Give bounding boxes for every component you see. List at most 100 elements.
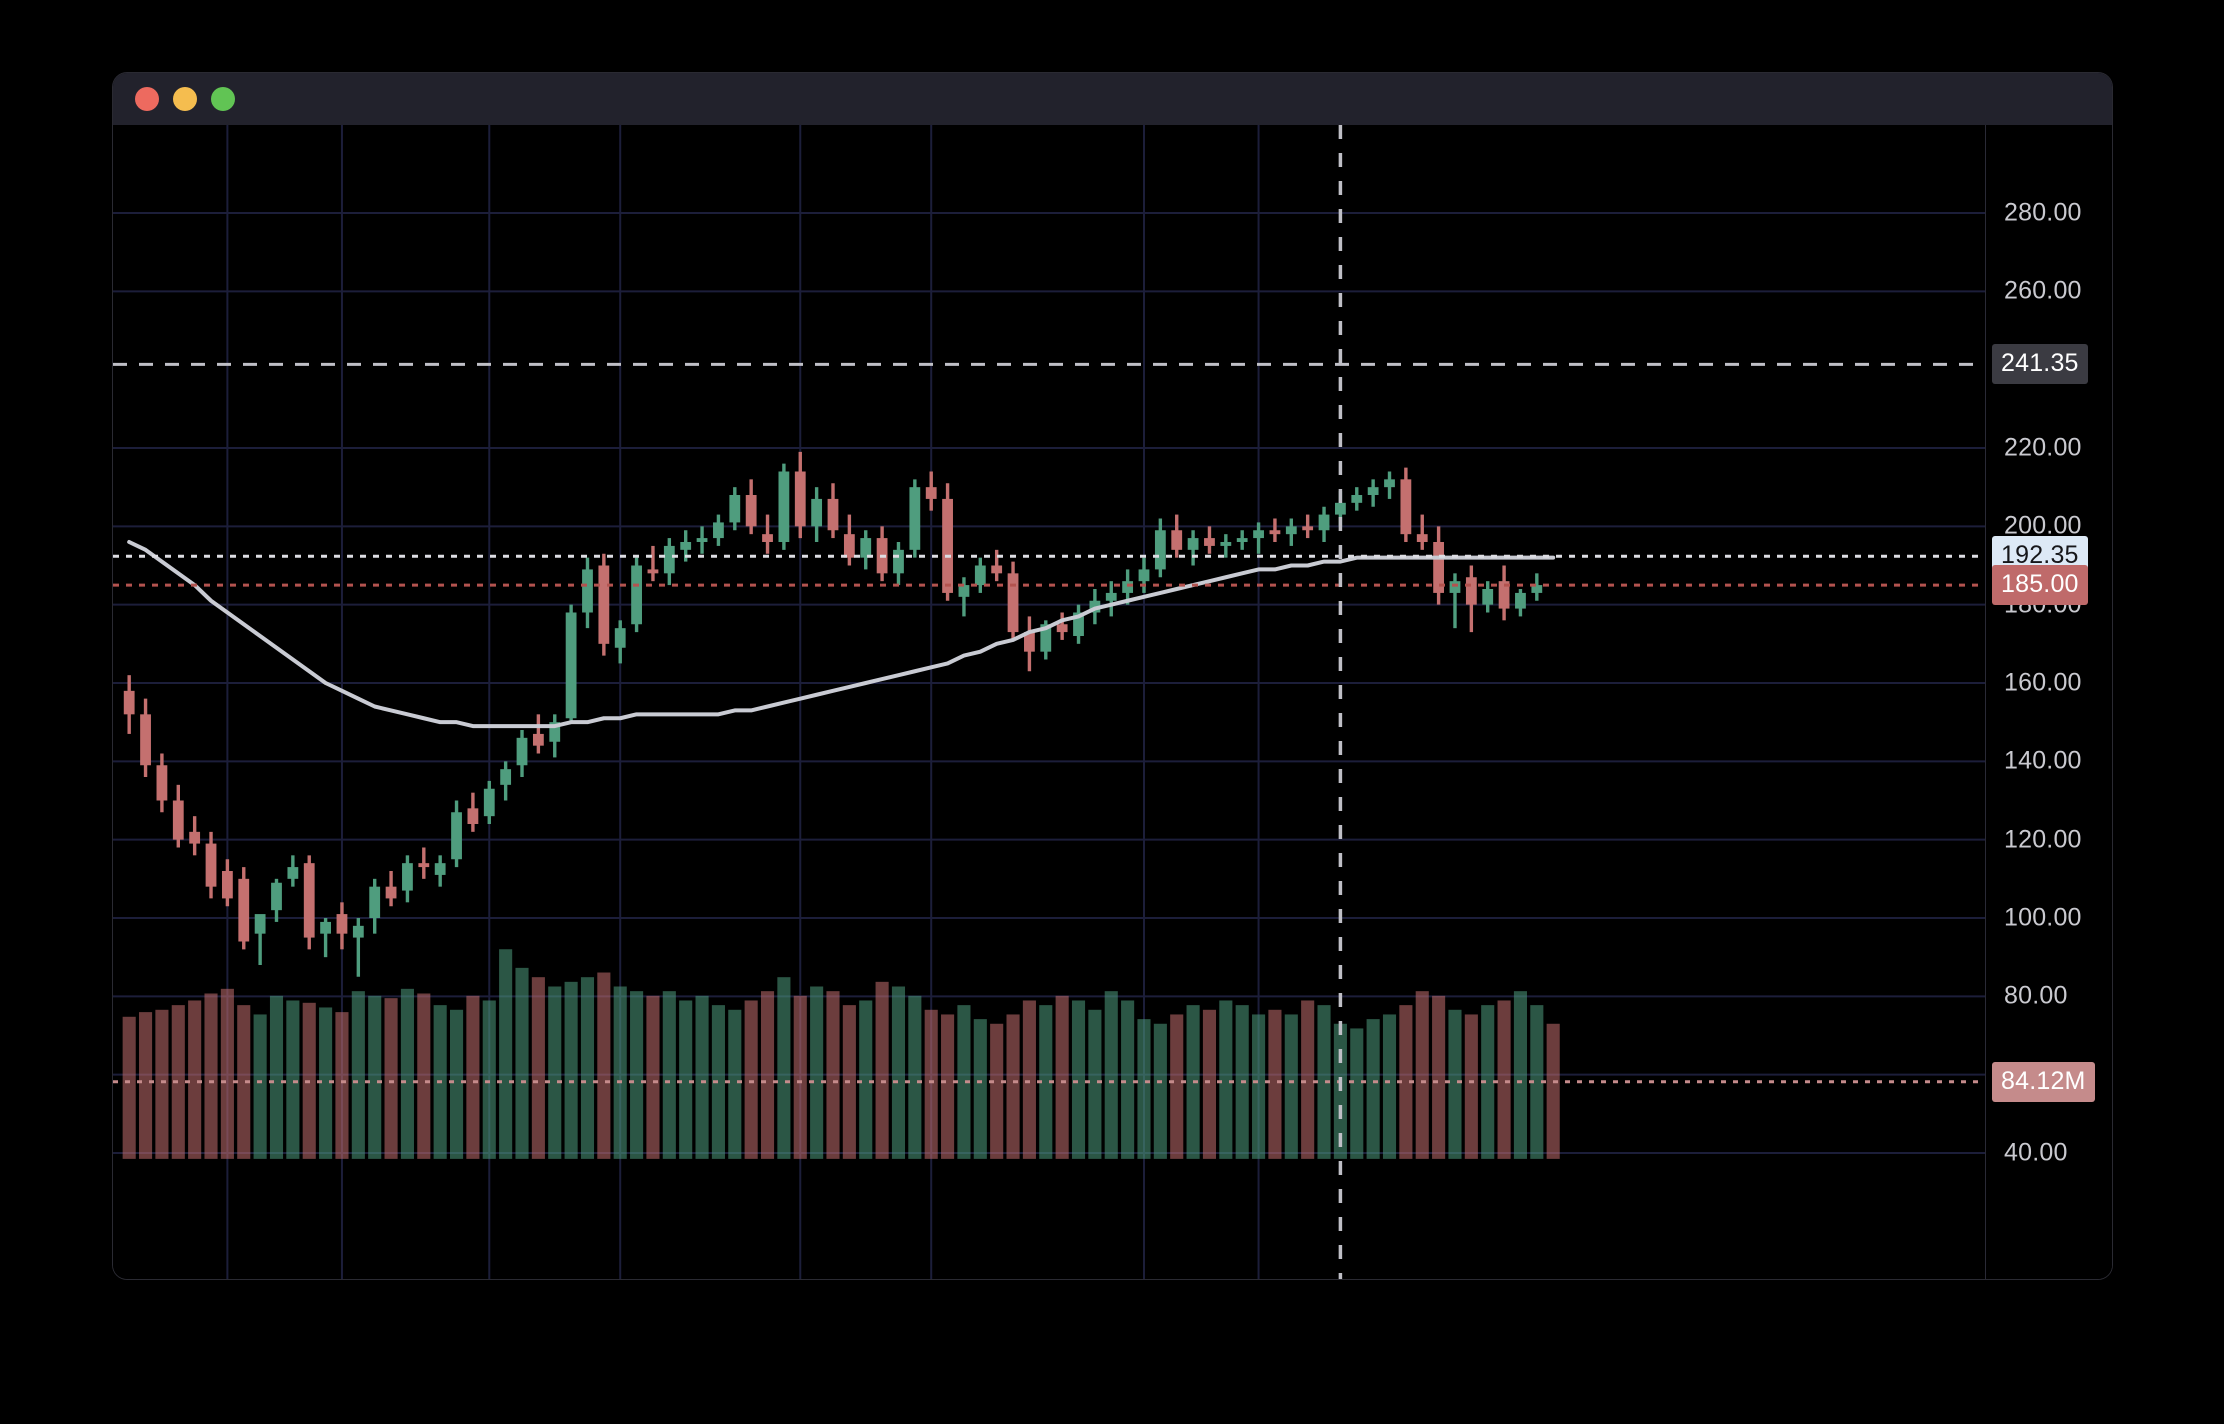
candle-body <box>123 690 135 715</box>
volume-bar <box>1219 1000 1233 1159</box>
price-plot-area[interactable] <box>113 125 1985 1279</box>
volume-bar <box>1546 1023 1560 1159</box>
volume-bar <box>1366 1019 1380 1159</box>
volume-bar <box>1088 1009 1102 1159</box>
volume-bar <box>1153 1023 1167 1159</box>
volume-bar <box>1137 1019 1151 1159</box>
candle-body <box>942 498 953 593</box>
candle-body <box>1204 538 1215 546</box>
volume-bar <box>1399 1005 1413 1159</box>
candle-body <box>1187 538 1199 550</box>
close-button[interactable] <box>135 87 159 111</box>
candle-body <box>369 886 381 918</box>
chart-svg <box>113 125 1985 1279</box>
candle-body <box>549 722 561 742</box>
maximize-button[interactable] <box>211 87 235 111</box>
price-tick-label: 80.00 <box>2004 981 2068 1010</box>
volume-bar <box>482 1000 496 1159</box>
volume-bar <box>1530 1005 1544 1159</box>
candle-body <box>352 925 364 938</box>
candle-body <box>925 487 937 499</box>
candle-body <box>189 831 201 844</box>
volume-bar <box>1104 991 1118 1159</box>
candle-body <box>451 812 462 860</box>
volume-bar <box>580 977 595 1159</box>
volume-bar <box>171 1005 185 1159</box>
price-tick-label: 140.00 <box>2004 746 2082 775</box>
candle-body <box>663 545 675 574</box>
volume-bar <box>253 1014 267 1159</box>
candle-body <box>598 565 610 644</box>
candle-body <box>1122 581 1134 593</box>
minimize-button[interactable] <box>173 87 197 111</box>
candle-body <box>1073 612 1084 636</box>
candle-body <box>156 765 168 801</box>
volume-bar <box>630 991 644 1159</box>
volume-bar <box>1333 1023 1347 1159</box>
volume-bar <box>531 977 545 1159</box>
volume-bar <box>679 1000 693 1159</box>
candle-body <box>991 565 1003 574</box>
candle-body <box>893 549 904 574</box>
candle-body <box>974 565 986 586</box>
candle-body <box>1482 589 1494 605</box>
volume-bar <box>269 995 284 1159</box>
candle-body <box>418 863 430 868</box>
order-price-badge[interactable]: 185.00 <box>1992 565 2088 606</box>
volume-bar <box>1268 1009 1282 1159</box>
volume-bar <box>220 988 234 1159</box>
candle-body <box>565 612 577 719</box>
alert-price-badge[interactable]: 241.35 <box>1992 344 2088 385</box>
candle-body <box>1531 585 1543 593</box>
candle-body <box>811 498 823 527</box>
candle-body <box>221 871 233 899</box>
candle-body <box>385 886 397 899</box>
window-titlebar <box>113 73 2112 125</box>
candle-body <box>1040 624 1052 652</box>
volume-badge[interactable]: 84.12M <box>1992 1061 2095 1102</box>
candle-body <box>614 628 626 648</box>
volume-bar <box>319 1007 333 1159</box>
price-tick-label: 220.00 <box>2004 433 2082 462</box>
volume-bar <box>400 988 414 1159</box>
moving-average-line <box>127 540 1556 729</box>
candle-body <box>140 714 151 766</box>
candle-body <box>1171 530 1183 550</box>
volume-bar <box>875 981 889 1159</box>
candle-body <box>1400 479 1412 535</box>
candle-body <box>1024 632 1035 652</box>
candle-body <box>483 788 495 817</box>
price-tick-label: 260.00 <box>2004 276 2082 305</box>
candle-body <box>1367 487 1379 495</box>
candle-body <box>1220 542 1232 546</box>
volume-bar <box>1071 1000 1086 1159</box>
price-tick-label: 280.00 <box>2004 198 2082 227</box>
volume-bar <box>1170 1014 1184 1159</box>
candle-body <box>271 882 282 911</box>
volume-bar <box>384 998 398 1159</box>
candle-body <box>287 867 299 879</box>
candle-body <box>434 863 446 875</box>
volume-bar <box>744 1000 758 1159</box>
candle-body <box>909 487 921 550</box>
volume-bar <box>662 991 676 1159</box>
volume-bar <box>1317 1005 1331 1159</box>
volume-bar <box>237 1005 251 1159</box>
volume-bar <box>286 1000 300 1159</box>
candle-body <box>1138 569 1150 582</box>
candle-body <box>1318 514 1330 531</box>
candle-body <box>582 569 593 613</box>
candle-body <box>1269 530 1281 535</box>
candle-body <box>729 495 741 523</box>
volume-bar <box>1513 991 1527 1159</box>
candle-body <box>336 914 348 934</box>
candle-body <box>1285 526 1297 535</box>
candle-body <box>1498 581 1510 609</box>
volume-bar <box>335 1012 349 1159</box>
volume-bar <box>1039 1005 1053 1159</box>
volume-bar <box>1432 995 1446 1159</box>
candle-body <box>1384 479 1395 488</box>
volume-bar <box>466 995 480 1159</box>
price-axis[interactable]: 280.00260.00220.00200.00180.00160.00140.… <box>1985 125 2112 1279</box>
